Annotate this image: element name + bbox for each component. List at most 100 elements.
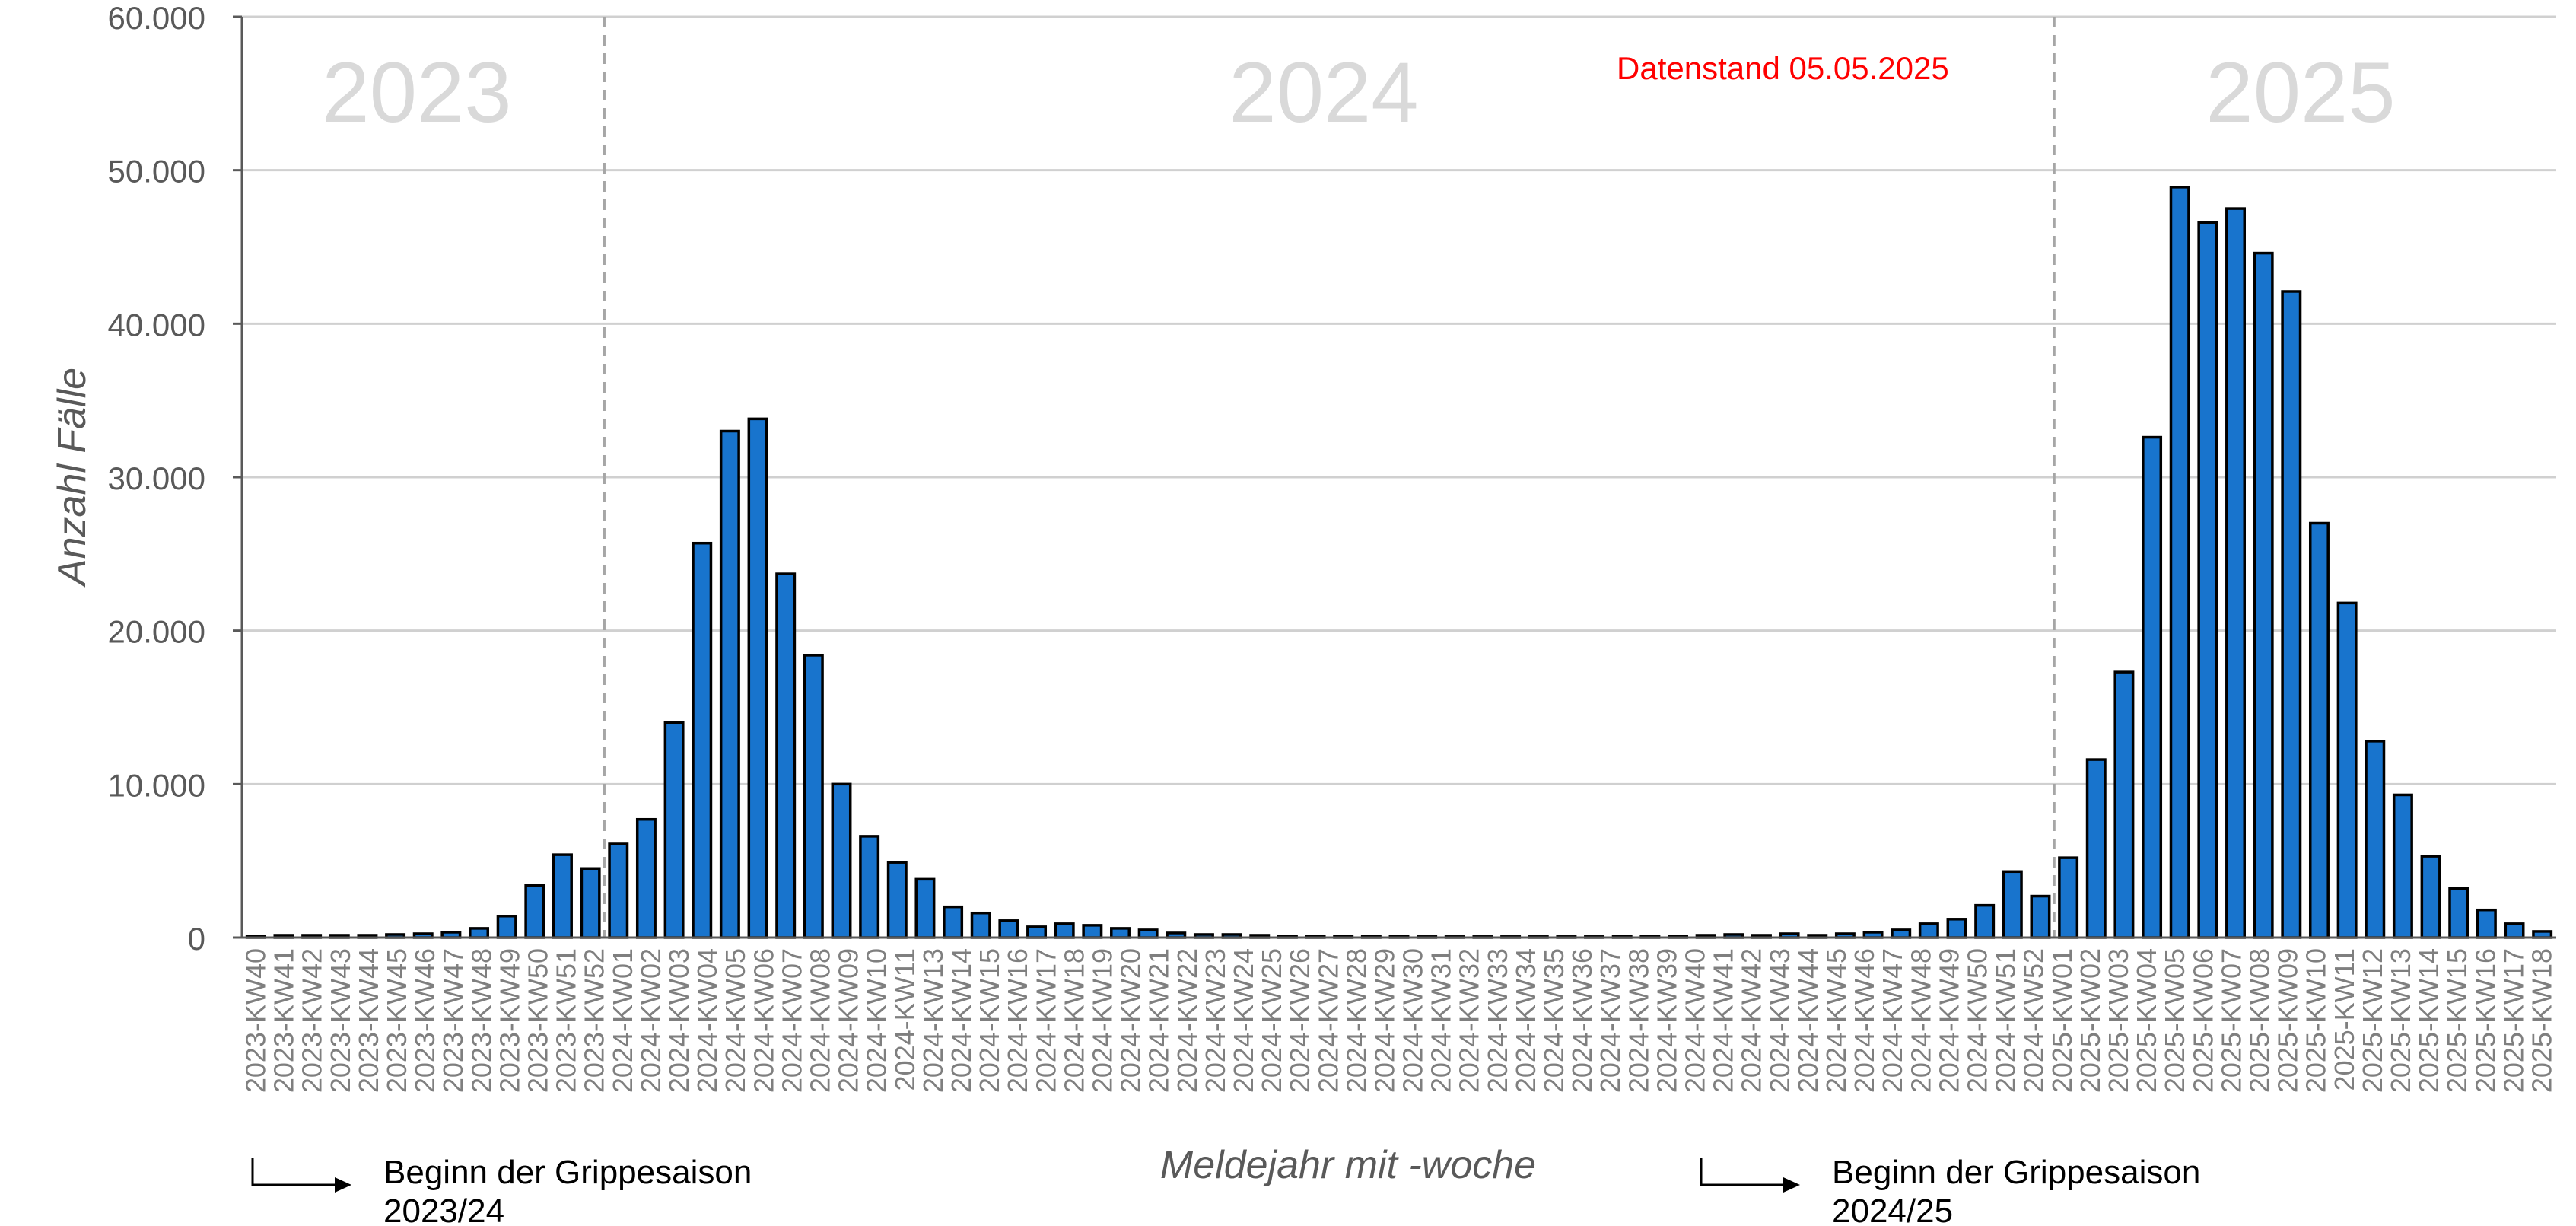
x-tick-label: 2025-KW17 [2498, 948, 2529, 1093]
bar-2024-KW19 [1110, 927, 1131, 939]
season-start-marker-1: Beginn der Grippesaison 2023/24 [251, 1154, 752, 1226]
year-dividers [603, 17, 2056, 938]
x-tick-label: 2024-KW42 [1736, 948, 1767, 1093]
x-tick-label: 2024-KW06 [748, 948, 779, 1093]
x-tick-label: 2024-KW52 [2018, 948, 2050, 1093]
x-tick-label: 2024-KW05 [720, 948, 751, 1093]
x-tick-label: 2024-KW02 [635, 948, 666, 1093]
y-tick-label: 50.000 [108, 154, 205, 189]
x-tick-label: 2025-KW01 [2046, 948, 2078, 1093]
bar-2024-KW11 [886, 861, 908, 939]
season-start-label-1: Beginn der Grippesaison [383, 1154, 752, 1191]
axes [233, 15, 2556, 939]
bar-2024-KW15 [998, 919, 1019, 939]
x-tick-label: 2024-KW27 [1312, 948, 1344, 1093]
x-tick-label: 2024-KW36 [1566, 948, 1598, 1093]
x-tick-label: 2024-KW15 [974, 948, 1005, 1093]
x-tick-label: 2025-KW12 [2357, 948, 2388, 1093]
x-tick-label: 2024-KW45 [1821, 948, 1852, 1093]
x-tick-label: 2025-KW13 [2385, 948, 2416, 1093]
bar-2025-KW13 [2392, 793, 2413, 939]
y-tick-labels: 0 10.000 20.000 30.000 40.000 50.000 60.000 [108, 0, 205, 957]
bar-2025-KW08 [2253, 251, 2274, 939]
season-start-label-2: Beginn der Grippesaison [1832, 1154, 2200, 1191]
bar-2023-KW50 [524, 884, 545, 939]
x-tick-label: 2024-KW21 [1143, 948, 1175, 1093]
bar-2025-KW05 [2169, 186, 2190, 939]
x-tick-label: 2024-KW25 [1256, 948, 1287, 1093]
x-tick-label: 2024-KW04 [692, 948, 723, 1093]
y-axis-title: Anzahl Fälle [50, 368, 94, 588]
x-tick-label: 2025-KW02 [2075, 948, 2106, 1093]
bar-2024-KW20 [1137, 928, 1159, 939]
x-tick-label: 2025-KW08 [2244, 948, 2275, 1093]
bar-2023-KW52 [580, 867, 601, 939]
x-tick-label: 2024-KW19 [1086, 948, 1118, 1093]
x-tick-label: 2025-KW14 [2413, 948, 2444, 1093]
bar-2025-KW07 [2225, 207, 2246, 939]
season-start-label-2b: 2024/25 [1832, 1193, 1953, 1226]
x-tick-label: 2024-KW11 [889, 948, 921, 1091]
x-tick-label: 2024-KW10 [861, 948, 892, 1093]
bar-2025-KW11 [2336, 601, 2358, 939]
y-tick-label: 40.000 [108, 307, 205, 342]
x-tick-label: 2024-KW34 [1510, 948, 1541, 1093]
x-tick-label: 2024-KW38 [1623, 948, 1654, 1093]
bar-2025-KW14 [2420, 855, 2441, 939]
year-label-2025: 2025 [2206, 45, 2395, 140]
x-tick-label: 2023-KW42 [297, 948, 328, 1093]
x-tick-label: 2024-KW07 [776, 948, 807, 1093]
y-tick-label: 0 [188, 921, 205, 957]
x-tick-label: 2024-KW23 [1200, 948, 1231, 1093]
x-tick-label: 2024-KW01 [607, 948, 638, 1093]
season-start-arrow-1 [251, 1158, 341, 1186]
bar-2024-KW09 [831, 782, 852, 939]
x-tick-label: 2024-KW39 [1651, 948, 1682, 1093]
x-tick-label: 2025-KW04 [2131, 948, 2162, 1093]
x-tick-label: 2024-KW18 [1058, 948, 1089, 1093]
season-start-arrowhead-2 [1783, 1177, 1800, 1193]
x-tick-label: 2023-KW48 [466, 948, 497, 1093]
x-tick-label: 2024-KW47 [1877, 948, 1908, 1093]
x-tick-label: 2024-KW26 [1284, 948, 1315, 1093]
season-start-arrow-2 [1700, 1158, 1789, 1186]
x-tick-label: 2025-KW05 [2159, 948, 2190, 1093]
x-tick-label: 2024-KW29 [1369, 948, 1400, 1093]
bar-2024-KW08 [803, 654, 824, 939]
bar-2025-KW06 [2197, 221, 2218, 939]
bar-2024-KW17 [1054, 922, 1075, 939]
bar-2024-KW48 [1918, 922, 1939, 939]
x-tick-label: 2024-KW22 [1172, 948, 1203, 1093]
season-start-label-1b: 2023/24 [383, 1193, 504, 1226]
x-tick-label: 2024-KW33 [1482, 948, 1513, 1093]
x-tick-label: 2023-KW41 [269, 948, 300, 1093]
x-tick-label: 2023-KW52 [579, 948, 610, 1093]
x-tick-label: 2025-KW09 [2272, 948, 2304, 1093]
season-start-marker-2: Beginn der Grippesaison 2024/25 [1700, 1154, 2200, 1226]
x-tick-label: 2023-KW40 [240, 948, 272, 1093]
bars [245, 186, 2553, 939]
x-tick-label: 2024-KW41 [1708, 948, 1739, 1093]
x-tick-label: 2025-KW15 [2441, 948, 2473, 1093]
bar-2024-KW06 [747, 417, 768, 939]
x-tick-label: 2025-KW10 [2301, 948, 2332, 1093]
x-tick-label: 2023-KW50 [523, 948, 554, 1093]
x-tick-label: 2024-KW49 [1933, 948, 1964, 1093]
x-tick-label: 2023-KW43 [325, 948, 356, 1093]
bar-2025-KW09 [2281, 290, 2302, 939]
bar-2024-KW52 [2030, 894, 2051, 939]
bar-2024-KW49 [1946, 918, 1967, 939]
bar-2025-KW01 [2058, 856, 2079, 939]
x-tick-label: 2024-KW16 [1002, 948, 1033, 1093]
data-status-annotation: Datenstand 05.05.2025 [1617, 50, 1949, 86]
bar-2023-KW51 [552, 853, 573, 939]
x-tick-label: 2024-KW24 [1228, 948, 1259, 1093]
x-tick-label: 2023-KW47 [437, 948, 469, 1093]
x-tick-label: 2023-KW45 [381, 948, 412, 1093]
x-axis-title: Meldejahr mit -woche [1160, 1143, 1536, 1187]
bar-2024-KW13 [943, 905, 964, 939]
x-tick-label: 2024-KW08 [805, 948, 836, 1093]
x-tick-label: 2023-KW49 [494, 948, 525, 1093]
x-tick-label: 2024-KW31 [1426, 948, 1457, 1093]
